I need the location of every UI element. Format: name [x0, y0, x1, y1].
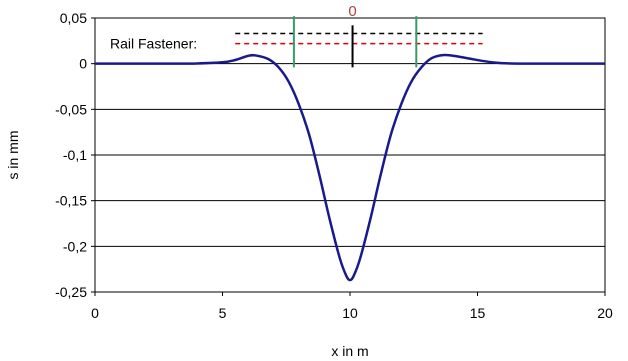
x-tick-label: 10 [342, 305, 358, 321]
y-tick-label: -0,05 [55, 101, 87, 117]
y-tick-label: 0,05 [60, 10, 87, 26]
y-tick-label: -0,2 [63, 238, 87, 254]
y-tick-label: -0,25 [55, 284, 87, 300]
annotations [235, 16, 483, 68]
x-tick-label: 15 [470, 305, 486, 321]
y-tick-label: 0 [79, 56, 87, 72]
x-tick-label: 0 [91, 305, 99, 321]
x-axis-ticks: 0 5 10 15 20 [91, 292, 613, 321]
rail-fastener-label: Rail Fastener: [110, 36, 197, 52]
x-axis-title: x in m [331, 343, 368, 359]
series-group [94, 53, 605, 282]
x-tick-label: 5 [219, 305, 227, 321]
center-marker-label: 0 [348, 3, 356, 20]
y-tick-label: -0,1 [63, 147, 87, 163]
series-line [94, 53, 605, 282]
y-axis-title: s in mm [5, 131, 21, 180]
y-tick-label: -0,15 [55, 193, 87, 209]
x-tick-label: 20 [597, 305, 613, 321]
y-axis-ticks: 0,05 0 -0,05 -0,1 -0,15 -0,2 -0,25 [55, 10, 95, 300]
